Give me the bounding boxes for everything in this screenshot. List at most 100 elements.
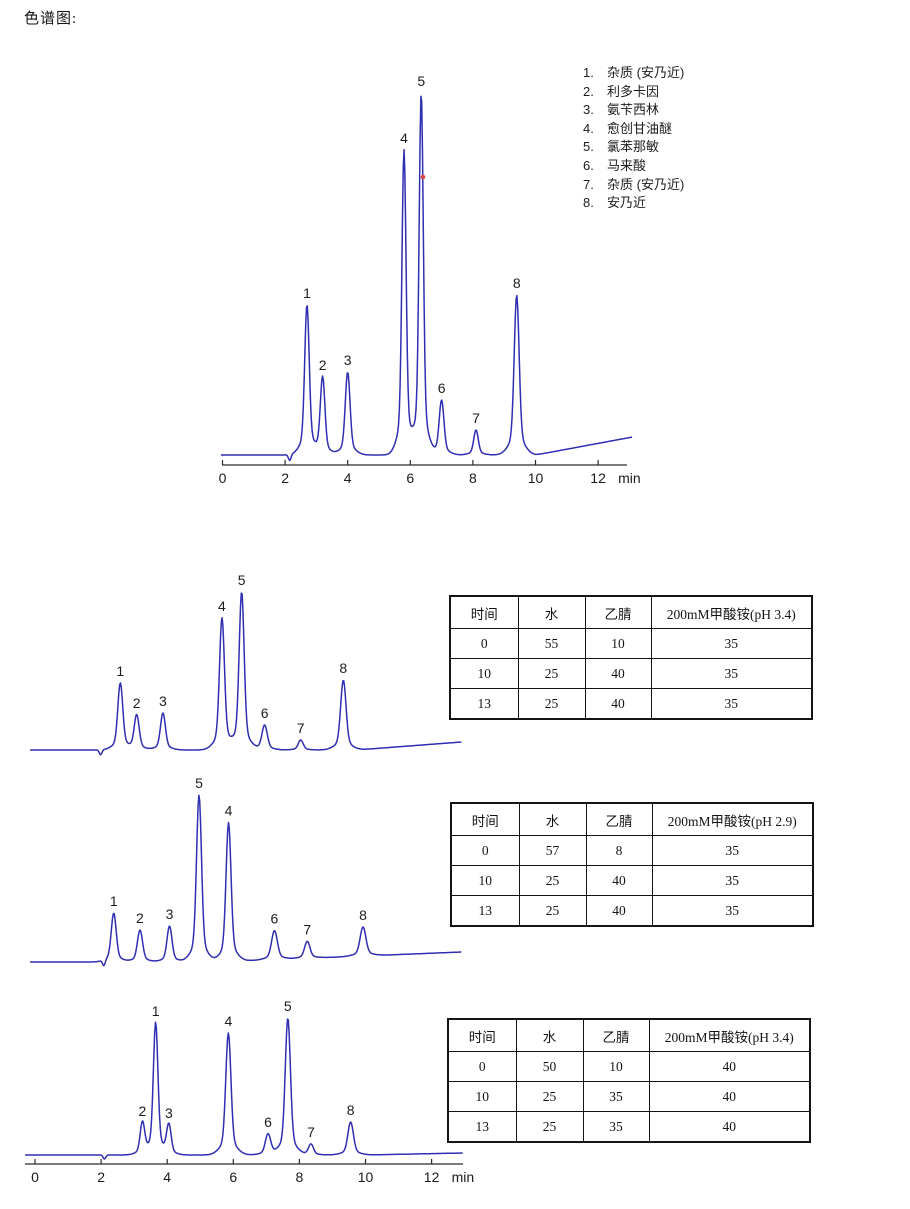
table-row: 13 25 40 35: [450, 895, 814, 927]
peak-label-6: 6: [261, 705, 269, 721]
legend-item-5: 5. 氯苯那敏: [583, 138, 684, 157]
legend-item-number: 1.: [583, 65, 594, 80]
table-cell: 25: [517, 688, 586, 720]
table-row: 13 25 35 40: [447, 1111, 811, 1143]
table-cell: 35: [651, 865, 814, 896]
legend-item-number: 3.: [583, 102, 594, 118]
chromatogram-trace: [220, 95, 633, 462]
legend-item-label: 利多卡因: [607, 83, 660, 99]
legend-item-number: 8.: [583, 195, 594, 211]
peak-label-2: 2: [136, 910, 144, 926]
x-axis-tick-label: 4: [344, 470, 352, 486]
peak-label-4: 4: [224, 1013, 232, 1029]
gradient-ph2.9-chromatogram: 1 2 3 5 4 6 7 8: [30, 775, 462, 967]
table-cell: 35: [650, 658, 813, 689]
table-cell: 35: [651, 895, 814, 927]
legend-item-7: 7. 杂质 (安乃近): [583, 176, 684, 195]
table-col-header: 时间: [449, 595, 519, 629]
legend-item-label: 杂质 (安乃近): [607, 65, 685, 80]
legend-item-label: 氯苯那敏: [607, 139, 660, 155]
table-col-header: 时间: [450, 802, 520, 836]
table-cell: 25: [517, 658, 586, 689]
table-cell: 13: [450, 895, 520, 927]
table-row: 0 55 10 35: [449, 628, 813, 659]
peak-label-5: 5: [284, 998, 292, 1014]
table-row: 0 50 10 40: [447, 1051, 811, 1082]
peak-label-6: 6: [271, 911, 279, 927]
legend-item-8: 8. 安乃近: [583, 194, 684, 213]
legend-item-number: 6.: [583, 157, 594, 173]
table-cell: 57: [518, 835, 587, 866]
table-cell: 25: [518, 895, 587, 927]
table-cell: 40: [648, 1051, 811, 1082]
table-cell: 40: [648, 1081, 811, 1112]
table-cell: 0: [450, 835, 520, 866]
red-marker-dot: [420, 174, 426, 180]
table-col-header: 200mM甲酸铵(pH 2.9): [651, 802, 814, 836]
peak-label-8: 8: [359, 907, 367, 923]
table-cell: 0: [447, 1051, 517, 1082]
peak-label-7: 7: [472, 410, 480, 426]
legend-item-number: 5.: [583, 139, 594, 155]
legend-item-number: 4.: [583, 120, 594, 136]
legend-item-2: 2. 利多卡因: [583, 83, 684, 102]
table-row: 0 57 8 35: [450, 835, 814, 866]
chromatogram-trace: [25, 1018, 463, 1160]
peak-label-8: 8: [339, 660, 347, 676]
gradient-table-1: 时间水乙腈 200mM甲酸铵(pH 3.4) 0 55 10 35 10 25 40 35 13 25…: [449, 595, 813, 720]
x-axis-tick-label: 6: [406, 470, 414, 486]
gradient-table-2: 时间水乙腈 200mM甲酸铵(pH 2.9) 0 57 8 35 10 25 40 35 13 25 4…: [450, 802, 814, 927]
table-cell: 35: [582, 1081, 650, 1112]
table-cell: 40: [584, 688, 652, 720]
table-cell: 0: [449, 628, 519, 659]
table-col-header: 水: [518, 802, 587, 836]
legend-item-3: 3. 氨苄西林: [583, 101, 684, 120]
x-axis-tick-label: 10: [358, 1169, 374, 1185]
peak-label-2: 2: [139, 1103, 147, 1119]
peak-label-6: 6: [264, 1114, 272, 1130]
peak-label-7: 7: [307, 1124, 315, 1140]
x-axis-tick-label: 0: [31, 1169, 39, 1185]
peak-label-3: 3: [344, 352, 352, 368]
peak-label-2: 2: [133, 695, 141, 711]
peak-label-8: 8: [347, 1102, 355, 1118]
gradient-ph3.4-chromatogram: 12 3 45 6 7 8: [30, 572, 462, 756]
legend-item-label: 杂质 (安乃近): [607, 176, 685, 192]
peak-legend: 1. 杂质 (安乃近) 2. 利多卡因 3. 氨苄西林 4. 愈创甘油醚 5. 氯苯那敏 6. 马来酸…: [583, 64, 684, 213]
peak-label-1: 1: [152, 1003, 160, 1019]
table-cell: 40: [648, 1111, 811, 1143]
table-col-header: 200mM甲酸铵(pH 3.4): [650, 595, 813, 629]
peak-label-7: 7: [297, 720, 305, 736]
legend-item-6: 6. 马来酸: [583, 157, 684, 176]
table-cell: 25: [515, 1111, 584, 1143]
table-cell: 10: [450, 865, 520, 896]
peak-label-5: 5: [195, 775, 203, 791]
table-cell: 35: [650, 628, 813, 659]
peak-label-4: 4: [225, 802, 233, 818]
table-cell: 10: [582, 1051, 650, 1082]
table-cell: 35: [582, 1111, 650, 1143]
table-cell: 8: [585, 835, 653, 866]
legend-item-label: 氨苄西林: [607, 102, 660, 118]
peak-label-5: 5: [238, 572, 246, 588]
peak-label-4: 4: [218, 598, 226, 614]
table-cell: 13: [447, 1111, 517, 1143]
peak-label-3: 3: [166, 906, 174, 922]
x-axis-tick-label: 0: [219, 470, 227, 486]
x-axis-tick-label: 2: [281, 470, 289, 486]
table-cell: 35: [651, 835, 814, 866]
table-col-header: 时间: [447, 1018, 517, 1052]
table-row: 10 25 35 40: [447, 1081, 811, 1112]
table-col-header: 200mM甲酸铵(pH 3.4): [648, 1018, 811, 1052]
peak-label-3: 3: [165, 1105, 173, 1121]
table-col-header: 水: [515, 1018, 584, 1052]
legend-item-4: 4. 愈创甘油醚: [583, 120, 684, 139]
legend-item-1: 1. 杂质 (安乃近): [583, 64, 684, 83]
table-cell: 40: [584, 658, 652, 689]
table-cell: 10: [449, 658, 519, 689]
peak-label-7: 7: [303, 921, 311, 937]
x-axis-unit-label: min: [618, 470, 641, 486]
x-axis-tick-label: 4: [163, 1169, 171, 1185]
